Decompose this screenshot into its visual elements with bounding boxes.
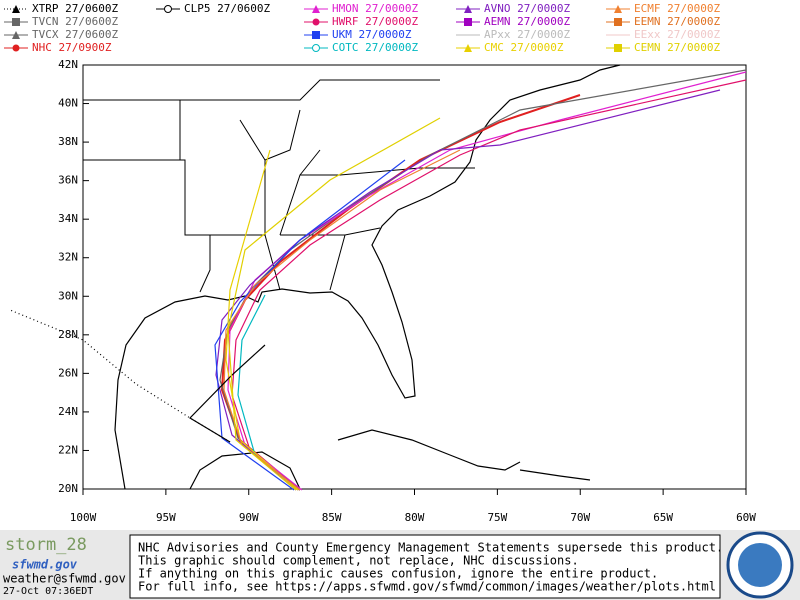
legend-marker [312, 31, 320, 39]
lat-label: 42N [58, 58, 78, 71]
notice-line: NHC Advisories and County Emergency Mana… [138, 541, 723, 555]
legend-marker [12, 31, 20, 39]
timestamp: 27-Oct 07:36EDT [3, 586, 93, 597]
legend-marker [312, 5, 320, 13]
lat-label: 40N [58, 97, 78, 110]
legend-marker [12, 18, 20, 26]
legend-label: EExx 27/0000Z [634, 28, 720, 41]
legend-marker [614, 5, 622, 13]
legend-marker [464, 5, 472, 13]
legend-marker [164, 5, 172, 13]
legend-label: UKM 27/0000Z [332, 28, 412, 41]
legend-label: XTRP 27/0600Z [32, 2, 118, 15]
lon-label: 95W [156, 511, 176, 524]
map-frame [82, 64, 747, 490]
notice: NHC Advisories and County Emergency Mana… [138, 541, 723, 594]
notice-line: For full info, see https://apps.sfwmd.go… [138, 580, 716, 594]
legend-marker [464, 18, 472, 26]
lat-label: 20N [58, 482, 78, 495]
notice-line: If anything on this graphic causes confu… [138, 567, 658, 581]
legend-label: HMON 27/0000Z [332, 2, 418, 15]
legend-label: EEMN 27/0000Z [634, 15, 720, 28]
legend-marker [614, 44, 622, 52]
legend-label: TVCX 27/0600Z [32, 28, 118, 41]
forecast-tracks [9, 69, 747, 491]
legend-label: NHC 27/0900Z [32, 41, 112, 54]
district-logo-inner [738, 543, 782, 587]
legend-marker [12, 44, 20, 52]
lon-label: 80W [405, 511, 425, 524]
lon-label: 100W [70, 511, 97, 524]
storm-name: storm_28 [5, 535, 87, 555]
lat-label: 28N [58, 328, 78, 341]
lat-label: 38N [58, 135, 78, 148]
lon-label: 75W [487, 511, 507, 524]
lat-label: 34N [58, 212, 78, 225]
lat-label: 26N [58, 366, 78, 379]
email: weather@sfwmd.gov [3, 572, 126, 586]
lat-label: 24N [58, 405, 78, 418]
legend-label: CLP5 27/0600Z [184, 2, 270, 15]
legend-marker [312, 44, 320, 52]
legend-label: COTC 27/0000Z [332, 41, 418, 54]
legend-marker [464, 44, 472, 52]
lon-label: 85W [322, 511, 342, 524]
legend-marker [12, 5, 20, 13]
lat-label: 32N [58, 251, 78, 264]
legend-marker [614, 18, 622, 26]
legend-label: AEMN 27/0000Z [484, 15, 570, 28]
legend-label: CMC 27/0000Z [484, 41, 564, 54]
lat-label: 22N [58, 443, 78, 456]
notice-box [129, 534, 721, 599]
lon-label: 60W [736, 511, 756, 524]
legend-label: APxx 27/0000Z [484, 28, 570, 41]
axis-labels: 100W 95W 90W 85W 80W 75W 70W 65W 60W 42N 40N 38N 36N… [58, 58, 756, 524]
legend-marker [312, 18, 320, 26]
logo-text: sfwmd.gov [12, 558, 78, 572]
notice-line: This graphic should complement, not repl… [138, 554, 579, 568]
legend-label: ECMF 27/0000Z [634, 2, 720, 15]
lon-label: 70W [570, 511, 590, 524]
legend-label: AVNO 27/0000Z [484, 2, 570, 15]
legend-label: HWRF 27/0000Z [332, 15, 418, 28]
lat-label: 36N [58, 174, 78, 187]
legend-label: TVCN 27/0600Z [32, 15, 118, 28]
legend-label: CEMN 27/0000Z [634, 41, 720, 54]
lon-label: 90W [239, 511, 259, 524]
lon-label: 65W [653, 511, 673, 524]
lat-label: 30N [58, 289, 78, 302]
